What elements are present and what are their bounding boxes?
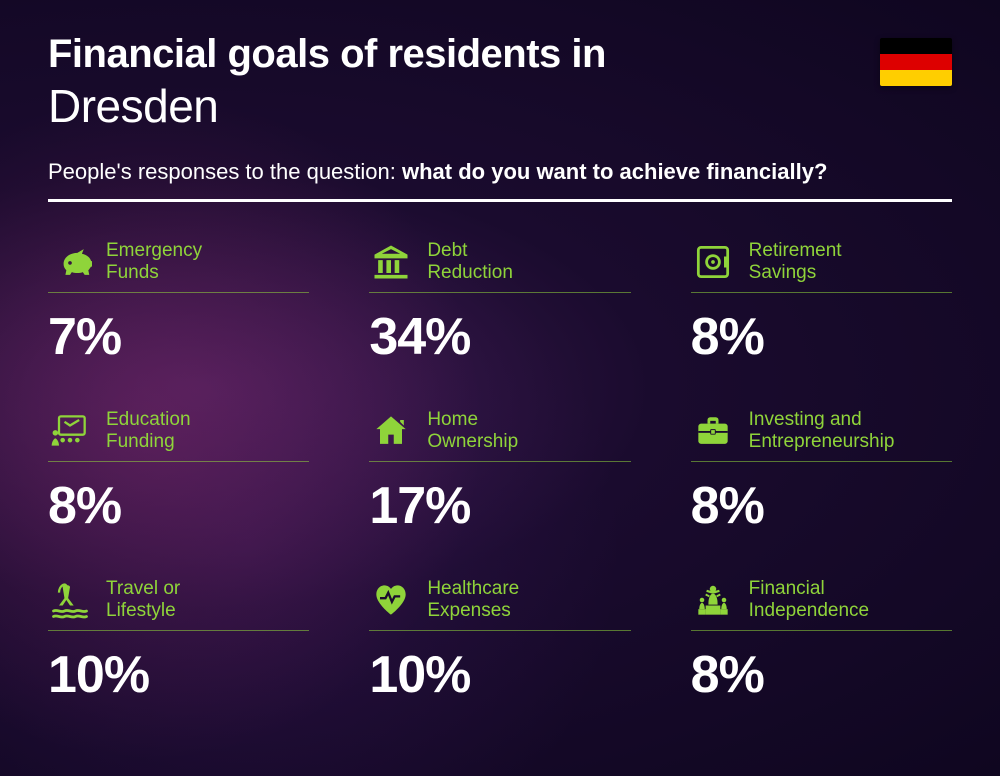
stat-label-line: Investing and <box>749 409 895 431</box>
piggy-icon <box>48 240 92 284</box>
country-flag <box>880 38 952 86</box>
stat-label: Investing andEntrepreneurship <box>749 409 895 453</box>
stat-cell: DebtReduction 34% <box>369 240 630 367</box>
education-icon <box>48 409 92 453</box>
stat-label: DebtReduction <box>427 240 513 284</box>
briefcase-icon <box>691 409 735 453</box>
stat-label-line: Retirement <box>749 240 842 262</box>
divider <box>48 199 952 202</box>
travel-icon <box>48 578 92 622</box>
flag-stripe <box>880 54 952 70</box>
stat-cell: HealthcareExpenses 10% <box>369 578 630 705</box>
stat-value: 10% <box>369 645 630 705</box>
stat-label-line: Funds <box>106 262 202 284</box>
stat-head: HealthcareExpenses <box>369 578 630 631</box>
stat-value: 17% <box>369 476 630 536</box>
independence-icon <box>691 578 735 622</box>
stat-label: EducationFunding <box>106 409 191 453</box>
stat-label: FinancialIndependence <box>749 578 869 622</box>
stat-value: 8% <box>691 645 952 705</box>
stat-label-line: Lifestyle <box>106 600 180 622</box>
stat-label-line: Travel or <box>106 578 180 600</box>
stat-label-line: Savings <box>749 262 842 284</box>
stat-head: EducationFunding <box>48 409 309 462</box>
stat-label: RetirementSavings <box>749 240 842 284</box>
stat-cell: FinancialIndependence 8% <box>691 578 952 705</box>
stat-label: Travel orLifestyle <box>106 578 180 622</box>
stat-label-line: Entrepreneurship <box>749 431 895 453</box>
subtitle-prefix: People's responses to the question: <box>48 159 402 184</box>
stat-cell: EducationFunding 8% <box>48 409 309 536</box>
stat-label-line: Funding <box>106 431 191 453</box>
stat-cell: EmergencyFunds 7% <box>48 240 309 367</box>
stat-value: 8% <box>48 476 309 536</box>
stat-head: Investing andEntrepreneurship <box>691 409 952 462</box>
stat-label-line: Home <box>427 409 518 431</box>
stat-head: FinancialIndependence <box>691 578 952 631</box>
stat-value: 10% <box>48 645 309 705</box>
stat-cell: RetirementSavings 8% <box>691 240 952 367</box>
stat-label-line: Financial <box>749 578 869 600</box>
safe-icon <box>691 240 735 284</box>
stat-value: 8% <box>691 307 952 367</box>
subtitle: People's responses to the question: what… <box>48 159 952 185</box>
stats-grid: EmergencyFunds 7% DebtReduction 34% Retireme… <box>48 240 952 705</box>
page-title-city: Dresden <box>48 79 952 133</box>
stat-label-line: Ownership <box>427 431 518 453</box>
stat-head: RetirementSavings <box>691 240 952 293</box>
stat-value: 7% <box>48 307 309 367</box>
subtitle-question: what do you want to achieve financially? <box>402 159 827 184</box>
stat-head: EmergencyFunds <box>48 240 309 293</box>
stat-label: EmergencyFunds <box>106 240 202 284</box>
bank-icon <box>369 240 413 284</box>
stat-label-line: Reduction <box>427 262 513 284</box>
header: Financial goals of residents in Dresden … <box>48 32 952 202</box>
stat-cell: Investing andEntrepreneurship 8% <box>691 409 952 536</box>
stat-value: 8% <box>691 476 952 536</box>
stat-label-line: Independence <box>749 600 869 622</box>
stat-label-line: Debt <box>427 240 513 262</box>
stat-label: HomeOwnership <box>427 409 518 453</box>
stat-head: Travel orLifestyle <box>48 578 309 631</box>
home-icon <box>369 409 413 453</box>
stat-head: HomeOwnership <box>369 409 630 462</box>
health-icon <box>369 578 413 622</box>
stat-value: 34% <box>369 307 630 367</box>
stat-cell: HomeOwnership 17% <box>369 409 630 536</box>
stat-label-line: Education <box>106 409 191 431</box>
stat-cell: Travel orLifestyle 10% <box>48 578 309 705</box>
stat-label-line: Expenses <box>427 600 519 622</box>
flag-stripe <box>880 70 952 86</box>
stat-label-line: Healthcare <box>427 578 519 600</box>
stat-label-line: Emergency <box>106 240 202 262</box>
page-title-prefix: Financial goals of residents in <box>48 32 952 77</box>
stat-label: HealthcareExpenses <box>427 578 519 622</box>
flag-stripe <box>880 38 952 54</box>
stat-head: DebtReduction <box>369 240 630 293</box>
